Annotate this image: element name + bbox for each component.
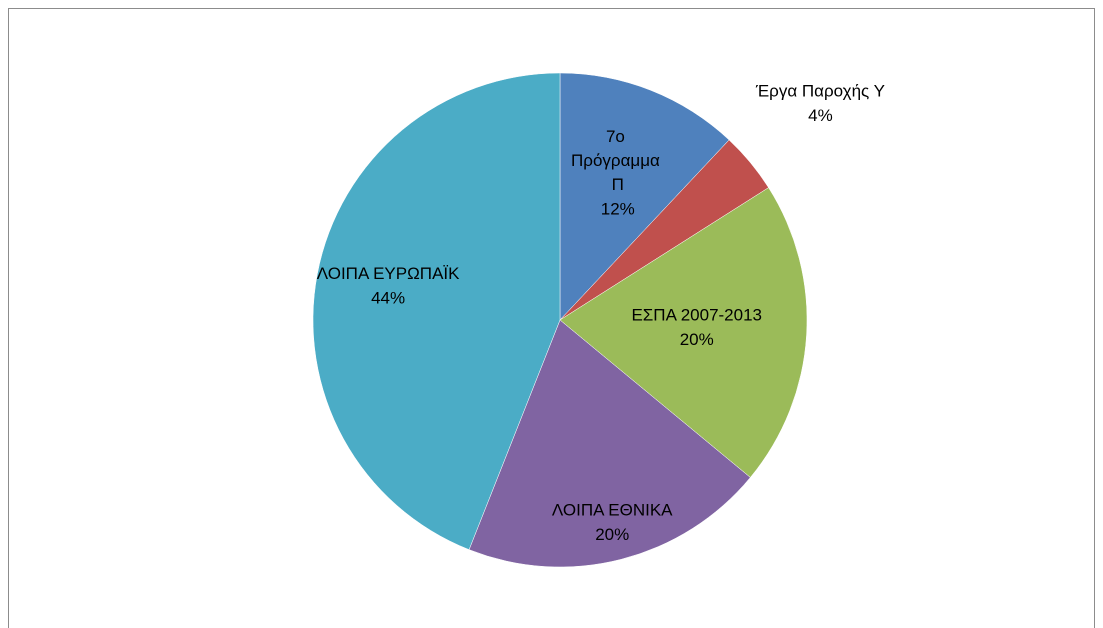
pie-slice [559, 187, 808, 478]
label-line: Πρόγραμμα [571, 152, 665, 171]
slice-value-label: 20% [595, 525, 629, 544]
label-line: Π [612, 176, 624, 195]
slice-value-label: 4% [808, 106, 833, 125]
label-line: Έργα Παροχής Υ [755, 82, 885, 101]
pie-slice [559, 72, 730, 321]
pie-slice [468, 319, 751, 568]
label-line: ΛΟΙΠΑ ΕΘΝΙΚΑ [552, 501, 673, 520]
slice-value-label: 44% [371, 289, 405, 308]
slice-category-label: Έργα Παροχής Υ [755, 82, 885, 101]
pie-slice [312, 72, 561, 550]
slice-category-label: ΛΟΙΠΑ ΕΘΝΙΚΑ [552, 501, 673, 520]
slice-category-label: 7ο Πρόγραμμα Π [571, 128, 665, 195]
slice-value-label: 20% [680, 330, 714, 349]
slice-value-label: 12% [601, 200, 635, 219]
label-line: ΛΟΙΠΑ ΕΥΡΩΠΑΪΚ [317, 265, 460, 284]
label-line: ΕΣΠΑ 2007-2013 [631, 306, 762, 325]
label-line: 7ο [606, 128, 630, 147]
slice-category-label: ΛΟΙΠΑ ΕΥΡΩΠΑΪΚ [317, 265, 460, 284]
slice-category-label: ΕΣΠΑ 2007-2013 [631, 306, 762, 325]
